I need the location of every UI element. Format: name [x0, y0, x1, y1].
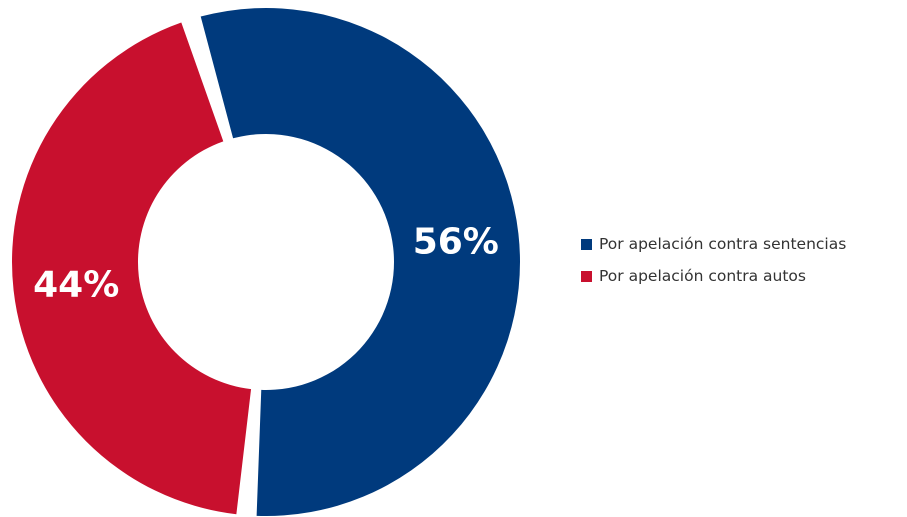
legend-swatch-sentencias	[581, 238, 592, 250]
legend-item-autos: Por apelación contra autos	[581, 264, 846, 288]
legend-item-sentencias: Por apelación contra sentencias	[581, 232, 846, 256]
donut-chart: 56% 44%	[12, 8, 520, 517]
legend-swatch-autos	[581, 270, 592, 282]
legend-label-autos: Por apelación contra autos	[599, 267, 806, 285]
slice-label-sentencias: 56%	[413, 222, 499, 263]
slice-sentencias	[200, 8, 520, 517]
chart-legend: Por apelación contra sentencias Por apel…	[581, 232, 846, 296]
legend-label-sentencias: Por apelación contra sentencias	[599, 235, 847, 253]
slice-label-autos: 44%	[33, 264, 119, 305]
slice-autos	[12, 22, 252, 515]
